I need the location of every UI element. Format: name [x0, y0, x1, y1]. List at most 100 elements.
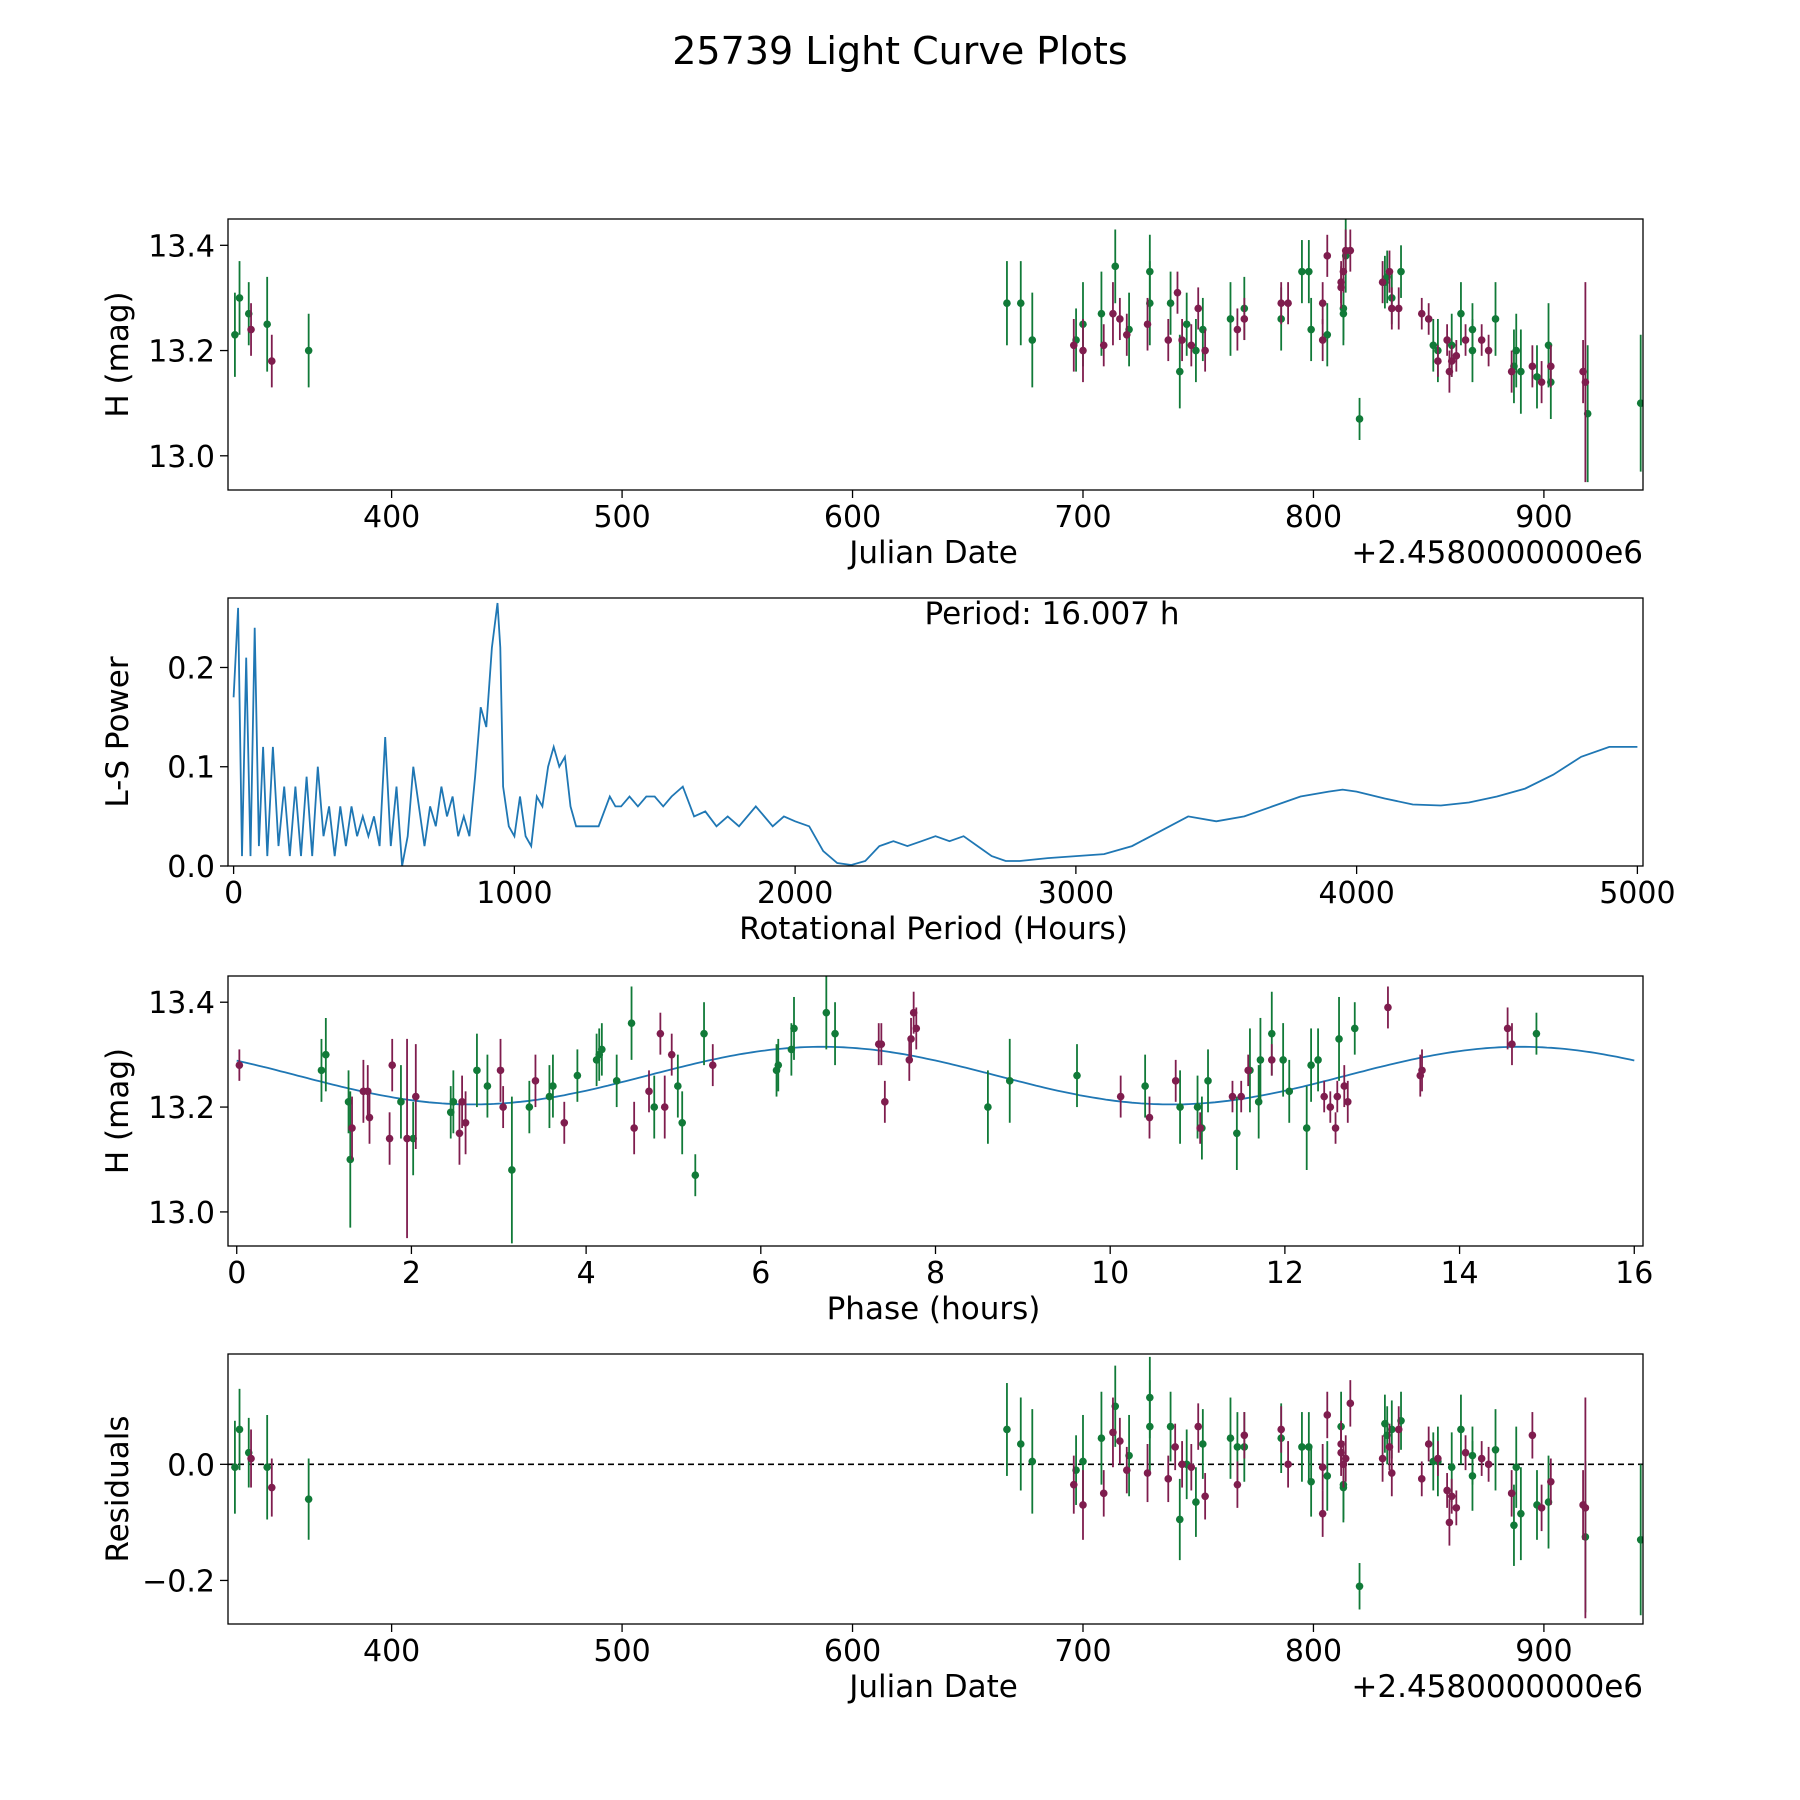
green-data-point: [1468, 346, 1477, 355]
green-data-point: [1355, 1582, 1364, 1591]
red-data-point: [1069, 341, 1078, 350]
green-data-point: [397, 1098, 405, 1106]
red-data-point: [1171, 1077, 1180, 1085]
red-data-point: [1237, 1092, 1246, 1101]
green-data-point: [1176, 1103, 1184, 1111]
green-data-point: [678, 1118, 686, 1127]
x-tick-label: 1000: [476, 876, 552, 911]
y-tick-label: 13.0: [148, 1196, 215, 1231]
plot-area: [231, 219, 1643, 483]
axes-frame: [227, 1353, 1644, 1625]
green-data-point: [650, 1103, 659, 1111]
x-tick-label: 400: [363, 1634, 420, 1669]
red-data-point: [1581, 1504, 1590, 1512]
green-data-point: [1175, 367, 1184, 376]
red-data-point: [656, 1029, 665, 1038]
plot-area: [235, 976, 1635, 1244]
y-axis-label: L-S Power: [100, 656, 136, 807]
red-data-point: [1461, 336, 1470, 344]
red-data-point: [499, 1103, 507, 1111]
green-data-point: [1079, 1457, 1087, 1466]
green-data-point: [1457, 1425, 1465, 1434]
red-data-point: [1447, 357, 1456, 365]
green-data-point: [1097, 1434, 1106, 1442]
axes-frame: [227, 975, 1644, 1247]
green-data-point: [1016, 1440, 1025, 1448]
red-data-point: [1323, 1411, 1332, 1419]
green-data-point: [1192, 1498, 1200, 1506]
x-tick-label: 4: [577, 1256, 596, 1291]
red-data-point: [1378, 1454, 1387, 1463]
y-tick-label: 13.0: [148, 440, 215, 475]
red-data-point: [1240, 1431, 1249, 1440]
red-data-point: [708, 1061, 717, 1069]
y-tick-label: 13.2: [148, 1091, 215, 1126]
red-data-point: [1079, 1501, 1087, 1509]
red-data-point: [1384, 1003, 1392, 1012]
red-data-point: [1547, 1477, 1555, 1486]
period-annotation: Period: 16.007 h: [925, 596, 1180, 632]
x-tick-label: 700: [1054, 1634, 1111, 1669]
green-data-point: [1254, 1098, 1263, 1106]
x-tick-label: 0: [224, 876, 243, 911]
green-data-point: [1233, 1129, 1241, 1138]
green-data-point: [627, 1019, 636, 1027]
red-data-point: [1323, 252, 1332, 260]
green-data-point: [235, 1425, 244, 1434]
red-data-point: [1187, 341, 1196, 350]
red-data-point: [1178, 336, 1186, 344]
red-data-point: [1343, 1098, 1352, 1106]
axes-frame: [227, 597, 1644, 867]
red-data-point: [1116, 1092, 1125, 1101]
green-data-point: [1355, 415, 1364, 423]
red-data-point: [458, 1098, 466, 1106]
green-data-point: [1226, 1434, 1235, 1442]
x-tick-label: 2000: [757, 876, 833, 911]
red-data-point: [1508, 1040, 1516, 1048]
red-data-point: [1394, 1425, 1403, 1434]
x-tick-label: 900: [1515, 1634, 1572, 1669]
red-data-point: [1277, 1425, 1285, 1434]
periodogram-line: [232, 602, 1638, 866]
green-data-point: [774, 1061, 783, 1069]
x-tick-label: 800: [1285, 500, 1342, 535]
red-data-point: [1394, 304, 1403, 313]
green-data-point: [1285, 1087, 1294, 1096]
red-data-point: [267, 1483, 276, 1492]
red-data-point: [1099, 341, 1108, 350]
red-data-point: [1326, 1103, 1335, 1111]
red-data-point: [1187, 1463, 1196, 1472]
y-tick-label: 0.0: [167, 850, 215, 885]
green-data-point: [1279, 1056, 1287, 1064]
red-data-point: [645, 1087, 653, 1096]
red-data-point: [1417, 1475, 1426, 1483]
red-data-point: [1385, 1443, 1394, 1451]
green-data-point: [1491, 1446, 1500, 1454]
green-data-point: [1636, 399, 1643, 407]
x-axis-label: Julian Date: [847, 535, 1018, 571]
red-data-point: [912, 1024, 921, 1033]
x-tick-label: 3000: [1038, 876, 1114, 911]
green-data-point: [1003, 299, 1011, 307]
red-data-point: [1528, 362, 1537, 371]
green-data-point: [790, 1024, 798, 1033]
green-data-point: [1204, 1077, 1212, 1085]
x-tick-label: 16: [1615, 1256, 1653, 1291]
red-data-point: [1069, 1480, 1078, 1489]
red-data-point: [363, 1087, 372, 1096]
red-data-point: [1418, 1066, 1426, 1075]
green-data-point: [1182, 320, 1191, 329]
green-data-point: [674, 1082, 682, 1090]
green-data-point: [598, 1045, 606, 1054]
green-data-point: [449, 1098, 458, 1106]
red-data-point: [1240, 315, 1249, 323]
red-data-point: [411, 1092, 420, 1101]
red-data-point: [1581, 378, 1590, 386]
red-data-point: [1173, 288, 1182, 297]
red-data-point: [667, 1050, 676, 1059]
green-data-point: [304, 346, 313, 355]
red-data-point: [1079, 346, 1087, 355]
green-data-point: [1517, 1509, 1525, 1518]
green-data-point: [1028, 1457, 1037, 1466]
